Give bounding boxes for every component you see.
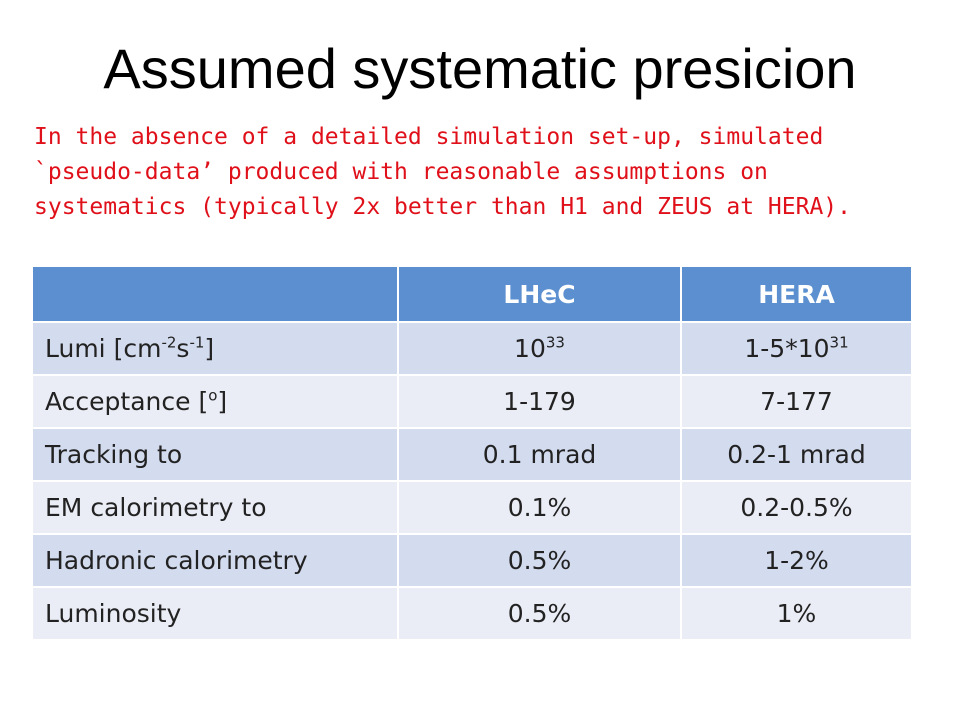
- row-label-lumi: Lumi [cm-2s-1]: [31, 321, 399, 376]
- precision-table: LHeC HERA Lumi [cm-2s-1] 1033 1-5*1031 A…: [31, 265, 913, 641]
- hera-tracking: 0.2-1 mrad: [680, 427, 913, 482]
- header-hera: HERA: [680, 265, 913, 323]
- row-label-em-calorimetry: EM calorimetry to: [31, 480, 399, 535]
- hera-luminosity: 1%: [680, 586, 913, 641]
- slide-title: Assumed systematic presicion: [103, 37, 857, 100]
- row-label-luminosity: Luminosity: [31, 586, 399, 641]
- precision-table-wrapper: LHeC HERA Lumi [cm-2s-1] 1033 1-5*1031 A…: [31, 265, 913, 641]
- header-empty-cell: [31, 265, 399, 323]
- lhec-em-calorimetry: 0.1%: [397, 480, 682, 535]
- row-label-acceptance: Acceptance [o]: [31, 374, 399, 429]
- table-row-em-calorimetry: EM calorimetry to 0.1% 0.2-0.5%: [31, 480, 913, 535]
- table-row-lumi: Lumi [cm-2s-1] 1033 1-5*1031: [31, 321, 913, 376]
- intro-line-3: systematics (typically 2x better than H1…: [34, 194, 851, 220]
- hera-hadronic-calorimetry: 1-2%: [680, 533, 913, 588]
- table-row-tracking: Tracking to 0.1 mrad 0.2-1 mrad: [31, 427, 913, 482]
- table-row-luminosity: Luminosity 0.5% 1%: [31, 586, 913, 641]
- intro-text: In the absence of a detailed simulation …: [34, 120, 934, 225]
- lhec-tracking: 0.1 mrad: [397, 427, 682, 482]
- table-header-row: LHeC HERA: [31, 265, 913, 323]
- header-lhec: LHeC: [397, 265, 682, 323]
- row-label-hadronic-calorimetry: Hadronic calorimetry: [31, 533, 399, 588]
- intro-line-1: In the absence of a detailed simulation …: [34, 124, 824, 150]
- table-row-acceptance: Acceptance [o] 1-179 7-177: [31, 374, 913, 429]
- hera-acceptance: 7-177: [680, 374, 913, 429]
- lhec-hadronic-calorimetry: 0.5%: [397, 533, 682, 588]
- hera-lumi: 1-5*1031: [680, 321, 913, 376]
- lhec-luminosity: 0.5%: [397, 586, 682, 641]
- table-row-hadronic-calorimetry: Hadronic calorimetry 0.5% 1-2%: [31, 533, 913, 588]
- hera-em-calorimetry: 0.2-0.5%: [680, 480, 913, 535]
- lhec-acceptance: 1-179: [397, 374, 682, 429]
- intro-line-2: `pseudo-data’ produced with reasonable a…: [34, 159, 768, 185]
- lhec-lumi: 1033: [397, 321, 682, 376]
- row-label-tracking: Tracking to: [31, 427, 399, 482]
